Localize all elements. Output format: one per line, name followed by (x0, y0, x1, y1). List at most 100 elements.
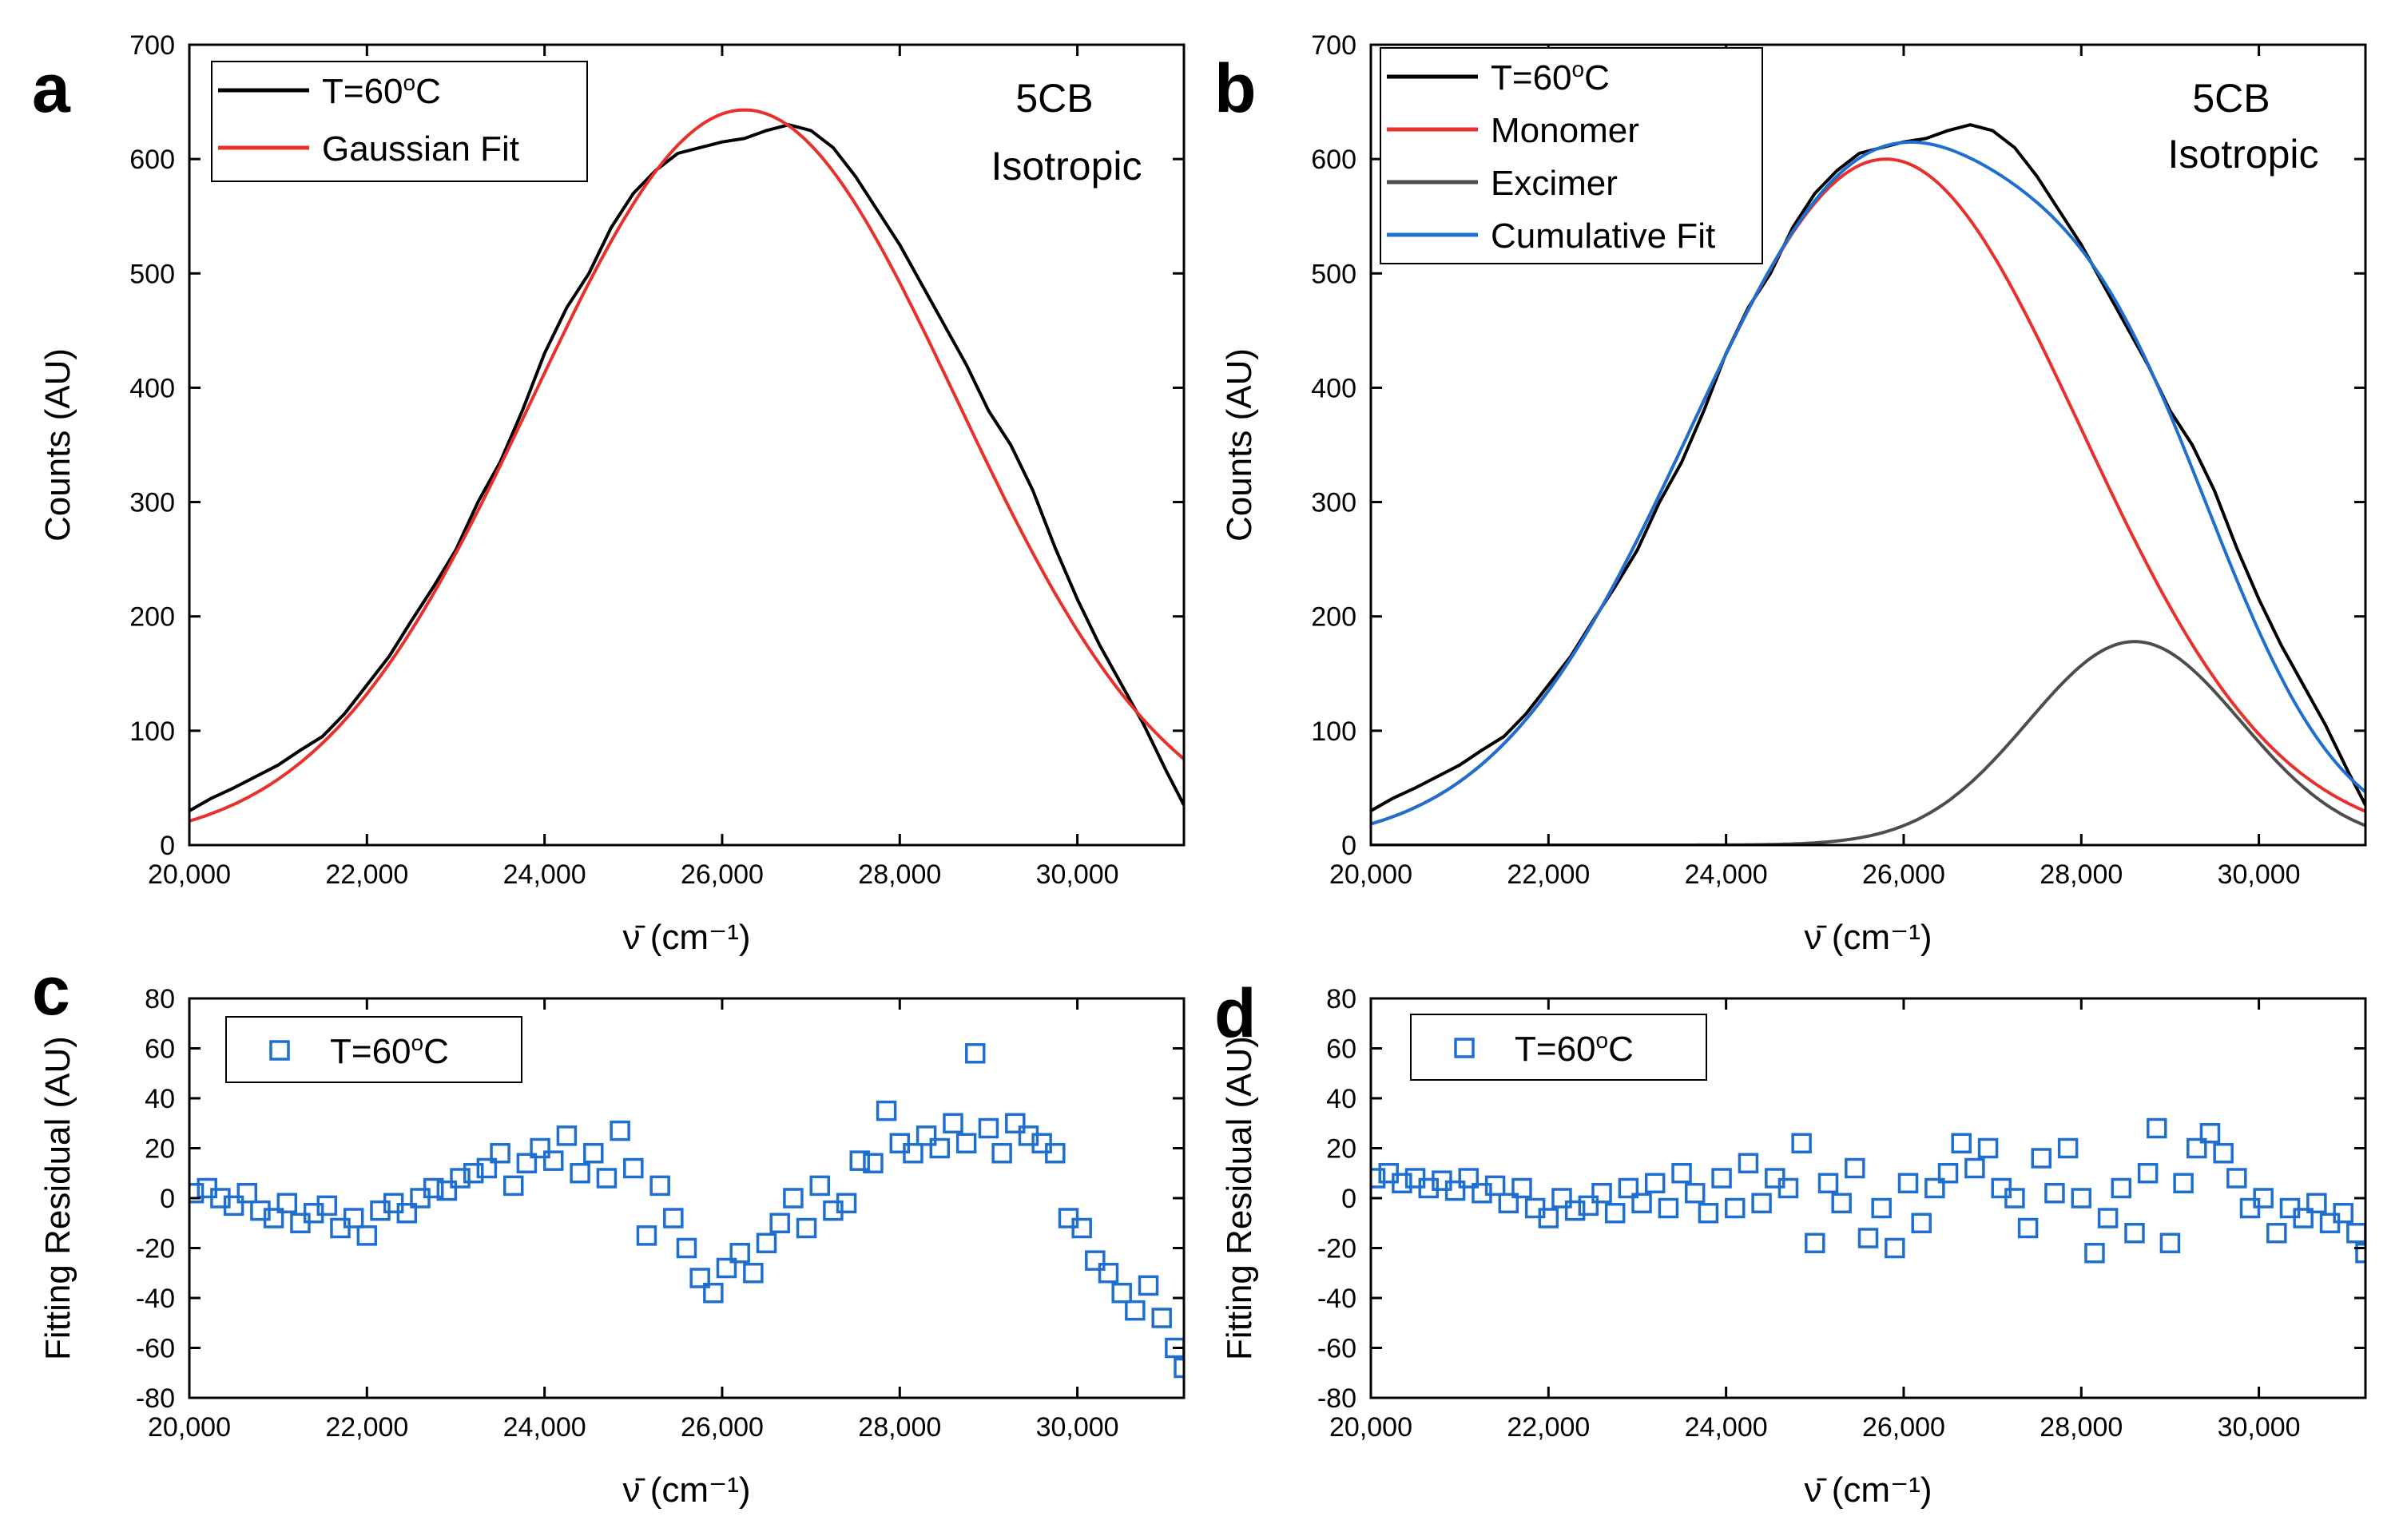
legend-label: Monomer (1491, 111, 1639, 150)
data-point (1578, 1195, 1599, 1217)
legend-label: T=60oC (330, 1030, 449, 1071)
data-point (2097, 1208, 2119, 1228)
panel-letter: a (32, 50, 71, 127)
x-tick-label: 30,000 (2218, 859, 2301, 890)
data-point (1897, 1173, 1919, 1193)
plot-frame (188, 43, 1186, 847)
legend: T=60oC (225, 1016, 522, 1083)
data-point (796, 1217, 817, 1239)
y-tick-label: 20 (1326, 1134, 1356, 1165)
x-axis-title: ν̄ (cm⁻¹) (1804, 1471, 1932, 1510)
panel-a: a 20,000 22,000 24,000 26,000 28,000 30,000 0 10… (32, 30, 1186, 957)
panel-c: c 20,000 22,000 24,000 26,000 28,000 30,000 -80… (32, 953, 1186, 1510)
x-tick-label: 20,000 (1329, 859, 1412, 890)
legend-marker (1454, 1038, 1475, 1058)
data-point (1671, 1163, 1692, 1184)
y-tick-label: 200 (1311, 602, 1356, 633)
data-point (1151, 1308, 1172, 1328)
y-tick-label: -60 (136, 1334, 175, 1364)
data-point (1845, 1157, 1865, 1179)
y-tick-label: 700 (129, 30, 175, 61)
data-point (2071, 1188, 2092, 1209)
data-point (1817, 1173, 1839, 1193)
data-point (463, 1163, 484, 1184)
data-point (583, 1143, 604, 1164)
y-tick-label: 400 (129, 373, 175, 403)
x-tick-label: 30,000 (1036, 859, 1119, 890)
x-axis-title: ν̄ (cm⁻¹) (1804, 918, 1932, 957)
data-point (716, 1257, 737, 1279)
y-tick-label: -40 (1317, 1284, 1356, 1314)
annotation-phase: Isotropic (991, 144, 1142, 189)
data-point (436, 1180, 458, 1201)
data-point (1071, 1217, 1092, 1239)
data-point (343, 1208, 364, 1228)
data-point (1174, 1357, 1184, 1379)
x-tick-label: 26,000 (1862, 1412, 1945, 1443)
x-tick-label: 22,000 (325, 859, 408, 890)
legend-label: T=60oC (322, 70, 441, 111)
x-tick-label: 28,000 (858, 859, 941, 890)
y-axis-title: Fitting Residual (AU) (38, 1036, 77, 1360)
y-tick-label: 400 (1311, 373, 1356, 403)
x-tick-label: 22,000 (1507, 1412, 1590, 1443)
data-point (1777, 1177, 1799, 1199)
plot-area (1371, 123, 2365, 845)
y-tick-label: 600 (129, 145, 175, 175)
data-point (2213, 1143, 2234, 1164)
data-point (836, 1193, 857, 1213)
data-point (610, 1120, 630, 1141)
data-point (1911, 1213, 1932, 1233)
data-point (2004, 1188, 2025, 1209)
annotation-sample: 5CB (1015, 76, 1093, 121)
data-point (1005, 1113, 1026, 1133)
data-point (543, 1150, 564, 1171)
y-tick-label: 80 (145, 984, 175, 1014)
data-point (2187, 1137, 2207, 1159)
data-point (2199, 1123, 2221, 1144)
data-point (530, 1137, 550, 1159)
legend-box (225, 1016, 522, 1083)
data-point (1125, 1300, 1146, 1321)
data-point (556, 1125, 578, 1146)
y-tick-label: -40 (136, 1284, 175, 1314)
data-point (1604, 1203, 1626, 1224)
x-tick-label: 24,000 (503, 1412, 586, 1443)
y-tick-label: -60 (1317, 1334, 1356, 1364)
y-tick-label: 60 (145, 1034, 175, 1065)
legend-label: T=60oC (1491, 57, 1610, 97)
data-point (903, 1143, 923, 1164)
data-point (1698, 1203, 1719, 1224)
data-point (2173, 1173, 2194, 1193)
data-point (783, 1188, 804, 1209)
data-point (2226, 1168, 2247, 1189)
data-point (1924, 1177, 1945, 1199)
x-tick-label: 22,000 (1507, 859, 1590, 890)
y-tick-label: 0 (1341, 831, 1356, 861)
y-tick-label: 40 (1326, 1084, 1356, 1114)
data-point (916, 1125, 937, 1146)
data-point (729, 1243, 750, 1264)
data-point (1644, 1173, 1666, 1193)
data-point (1392, 1173, 1412, 1193)
x-tick-label: 24,000 (1685, 859, 1768, 890)
x-tick-label: 28,000 (2040, 859, 2123, 890)
legend-label: Excimer (1491, 164, 1618, 203)
data-point (2266, 1223, 2287, 1244)
y-tick-label: 600 (1311, 145, 1356, 175)
data-point (1138, 1275, 1159, 1296)
data-point (623, 1157, 644, 1179)
y-tick-label: -20 (1317, 1234, 1356, 1264)
data-point (2044, 1183, 2065, 1204)
y-tick-label: -80 (136, 1383, 175, 1414)
x-tick-label: 24,000 (1685, 1412, 1768, 1443)
data-point (991, 1143, 1012, 1164)
annotation-sample: 5CB (2192, 76, 2270, 121)
x-axis-title: ν̄ (cm⁻¹) (622, 918, 750, 957)
data-point (2333, 1203, 2353, 1224)
legend-label: Cumulative Fit (1491, 216, 1715, 256)
data-point (396, 1203, 418, 1224)
data-point (1564, 1200, 1586, 1221)
data-point (476, 1157, 498, 1179)
data-point (1098, 1263, 1119, 1284)
